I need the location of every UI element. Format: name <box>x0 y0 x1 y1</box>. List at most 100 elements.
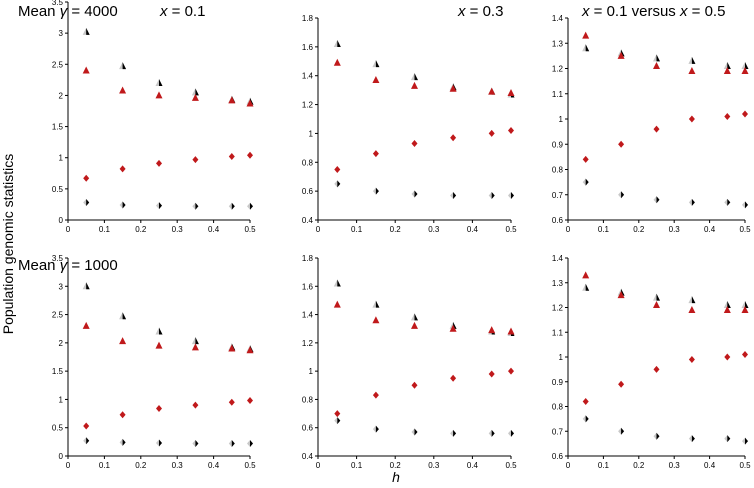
triangle-marker <box>617 291 625 299</box>
x-tick-label: 0.3 <box>428 461 440 470</box>
diamond-marker <box>411 140 418 148</box>
triangle-marker <box>741 305 749 313</box>
y-tick-label: 1.3 <box>552 39 564 48</box>
triangle-marker <box>723 67 731 75</box>
y-tick-label: 1.2 <box>552 304 564 313</box>
triangle-marker <box>228 344 236 352</box>
x-tick-label: 0.1 <box>99 461 111 470</box>
diamond-marker <box>228 152 235 160</box>
x-tick-label: 0 <box>566 461 571 470</box>
y-tick-label: 1.1 <box>552 328 564 337</box>
x-tick-label: 0.2 <box>135 225 147 234</box>
x-tick-label: 0.4 <box>704 461 716 470</box>
x-tick-label: 0.4 <box>208 225 220 234</box>
half-diamond-marker-dark <box>691 198 695 206</box>
y-tick-label: 0.5 <box>52 424 64 433</box>
half-triangle-marker-dark <box>414 313 418 321</box>
triangle-marker <box>372 316 380 324</box>
half-diamond-marker-dark <box>511 191 514 199</box>
half-diamond-marker-dark <box>621 427 625 435</box>
half-diamond-marker-dark <box>375 425 379 433</box>
triangle-marker <box>411 81 418 89</box>
x-tick-label: 0.5 <box>739 225 751 234</box>
x-tick-label: 0 <box>66 225 71 234</box>
y-tick-label: 1 <box>309 367 314 376</box>
x-tick-label: 0.5 <box>739 461 751 470</box>
half-triangle-marker-dark <box>195 88 199 96</box>
half-triangle-marker-dark <box>745 61 749 69</box>
y-tick-label: 0.7 <box>552 427 564 436</box>
diamond-marker <box>582 155 589 163</box>
half-diamond-marker-dark <box>585 178 589 186</box>
half-diamond-marker-dark <box>159 439 162 447</box>
y-tick-label: 0.6 <box>302 187 314 196</box>
half-triangle-marker-dark <box>375 300 380 308</box>
diamond-marker <box>508 127 514 135</box>
half-triangle-marker-dark <box>122 62 127 70</box>
y-tick-label: 0.8 <box>552 166 564 175</box>
triangle-marker <box>688 305 696 313</box>
triangle-marker <box>449 324 457 332</box>
x-tick-label: 0 <box>316 225 321 234</box>
triangle-marker <box>488 326 496 334</box>
y-tick-label: 3 <box>59 282 64 291</box>
half-diamond-marker-dark <box>491 191 495 199</box>
panel-title: Mean γ = 4000 <box>18 3 118 20</box>
y-tick-label: 1.2 <box>552 65 564 74</box>
triangle-marker <box>82 66 90 74</box>
y-tick-label: 1.8 <box>302 14 314 23</box>
half-diamond-marker-dark <box>86 199 90 207</box>
diamond-marker <box>83 422 90 430</box>
half-diamond-marker-dark <box>491 429 495 437</box>
triangle-marker <box>488 87 496 95</box>
panel-header: x = 0.1 <box>159 3 205 20</box>
diamond-marker <box>742 110 748 118</box>
chart-panel-top-middle: 0 0.1 0.2 0.3 0.4 0.5 0.4 0.6 0.8 1 1.2 1.4 1.6 1.8 x … <box>302 3 517 234</box>
diamond-marker <box>372 150 379 158</box>
y-tick-label: 1.4 <box>302 72 314 81</box>
half-diamond-marker-dark <box>250 440 253 448</box>
triangle-marker <box>155 341 163 349</box>
x-tick-label: 0.4 <box>704 225 716 234</box>
chart-panel-bottom-right: 0 0.1 0.2 0.3 0.4 0.5 0.6 0.7 0.8 0.9 1 1.1 1.2 1.3 1.… <box>552 254 751 470</box>
diamond-marker <box>119 165 126 173</box>
triangle-marker <box>191 343 199 351</box>
y-tick-label: 0.6 <box>552 216 564 225</box>
y-tick-label: 1.1 <box>552 90 564 99</box>
half-triangle-marker-dark <box>86 282 90 290</box>
panel-header: x = 0.3 <box>457 3 503 20</box>
diamond-marker <box>488 370 495 378</box>
triangle-marker <box>372 76 380 84</box>
half-diamond-marker-dark <box>453 429 457 437</box>
y-tick-label: 1.8 <box>302 254 314 263</box>
diamond-marker <box>334 410 341 418</box>
half-triangle-marker-dark <box>656 293 660 301</box>
y-tick-label: 1.2 <box>302 101 314 110</box>
x-axis-label: h <box>392 469 400 485</box>
half-triangle-marker-dark <box>159 78 163 86</box>
half-triangle-marker-dark <box>414 73 418 81</box>
half-diamond-marker-dark <box>511 429 514 437</box>
y-tick-label: 2.5 <box>52 311 64 320</box>
y-tick-label: 0.8 <box>302 395 314 404</box>
triangle-marker <box>449 84 457 92</box>
diamond-marker <box>742 351 748 359</box>
y-tick-label: 0.7 <box>552 191 564 200</box>
triangle-marker <box>119 86 127 94</box>
half-triangle-marker-dark <box>159 327 163 335</box>
diamond-marker <box>83 174 90 182</box>
triangle-marker <box>411 321 418 329</box>
x-tick-label: 0.2 <box>390 461 402 470</box>
x-tick-label: 0.5 <box>505 461 517 470</box>
x-tick-label: 0.4 <box>467 225 479 234</box>
x-tick-label: 0.1 <box>598 461 610 470</box>
x-tick-label: 0.3 <box>669 461 681 470</box>
x-tick-label: 0.1 <box>351 225 363 234</box>
x-tick-label: 0.3 <box>669 225 681 234</box>
triangle-marker <box>653 61 660 69</box>
x-tick-label: 0.3 <box>172 461 184 470</box>
panel-header: x = 0.1 versus x = 0.5 <box>581 3 725 20</box>
y-tick-label: 0.8 <box>302 158 314 167</box>
